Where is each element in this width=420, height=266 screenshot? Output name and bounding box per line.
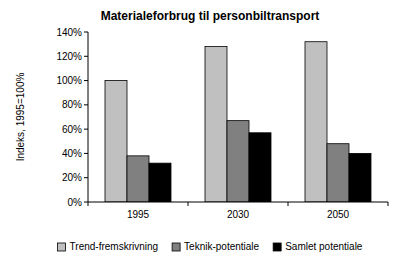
- legend-label: Teknik-potentiale: [184, 241, 259, 252]
- x-tick: [388, 202, 389, 206]
- legend-swatch: [58, 243, 66, 251]
- y-tick-label: 0%: [68, 197, 83, 208]
- x-tick-label: 2030: [227, 209, 250, 220]
- legend-label: Trend-fremskrivning: [70, 241, 159, 252]
- y-tick: [84, 202, 88, 203]
- y-tick-label: 100%: [56, 75, 82, 86]
- bar: [305, 42, 327, 202]
- y-tick: [84, 32, 88, 33]
- background: [0, 0, 420, 266]
- bar: [205, 47, 227, 202]
- legend-swatch: [172, 243, 180, 251]
- y-tick: [84, 129, 88, 130]
- y-tick-label: 140%: [56, 27, 82, 38]
- title: Materialeforbrug til personbiltransport: [101, 9, 320, 23]
- legend-swatch: [273, 243, 281, 251]
- legend: Trend-fremskrivning Teknik-potentiale Saml…: [58, 241, 363, 252]
- y-axis-label: Indeks, 1995=100%: [15, 73, 26, 162]
- y-tick: [84, 56, 88, 57]
- y-tick: [84, 177, 88, 178]
- y-tick: [84, 80, 88, 81]
- bar: [227, 121, 249, 202]
- y-tick-label: 20%: [62, 172, 82, 183]
- y-tick-label: 60%: [62, 124, 82, 135]
- x-tick: [88, 202, 89, 206]
- y-tick-label: 80%: [62, 99, 82, 110]
- bar: [105, 81, 127, 202]
- y-tick: [84, 153, 88, 154]
- x-tick: [188, 202, 189, 206]
- x-tick-label: 1995: [127, 209, 150, 220]
- y-axis: [88, 32, 89, 202]
- bar: [349, 153, 371, 202]
- bar: [249, 133, 271, 202]
- y-tick: [84, 104, 88, 105]
- bars: [105, 42, 371, 202]
- bar: [149, 163, 171, 202]
- bar: [327, 144, 349, 202]
- y-tick-label: 120%: [56, 51, 82, 62]
- x-axis: [88, 202, 388, 203]
- legend-label: Samlet potentiale: [285, 241, 363, 252]
- y-tick-label: 40%: [62, 148, 82, 159]
- x-tick: [288, 202, 289, 206]
- bar: [127, 156, 149, 202]
- x-tick-label: 2050: [327, 209, 350, 220]
